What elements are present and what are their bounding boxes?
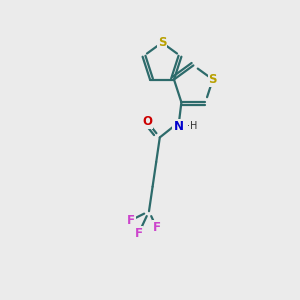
- Text: F: F: [152, 221, 160, 234]
- Text: F: F: [127, 214, 135, 227]
- Text: O: O: [142, 115, 152, 128]
- Text: ·H: ·H: [187, 121, 197, 131]
- Text: S: S: [158, 36, 166, 49]
- Text: S: S: [208, 73, 217, 86]
- Text: F: F: [134, 227, 142, 240]
- Text: N: N: [173, 120, 183, 134]
